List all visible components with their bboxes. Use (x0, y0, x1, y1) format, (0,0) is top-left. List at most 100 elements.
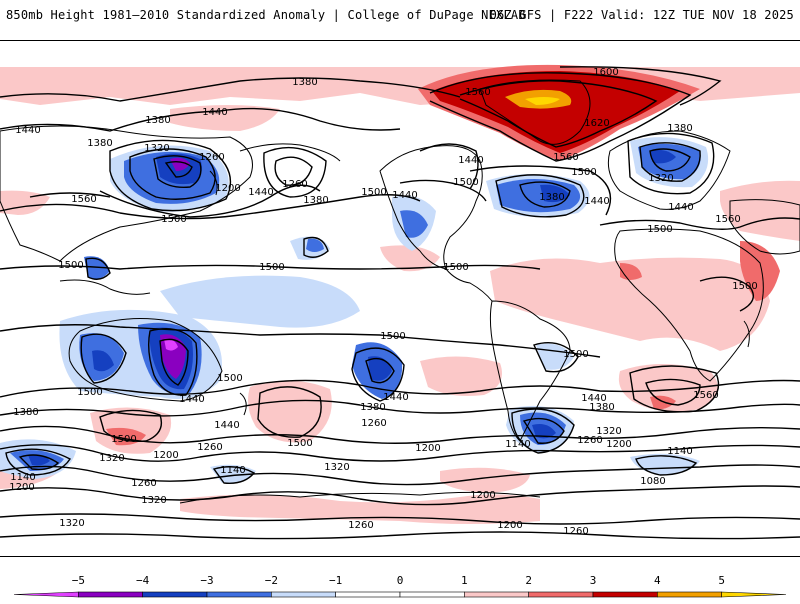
coast-alaska (239, 143, 341, 162)
anomaly-siberia (170, 105, 280, 131)
contour-label: 1260 (199, 152, 224, 163)
contour-1500-atlantic (599, 217, 800, 230)
contour-label: 1440 (458, 155, 483, 166)
contour-label: 1500 (361, 187, 386, 198)
colorbar-swatch (13, 591, 79, 598)
contour-1380-atlantic-low (495, 174, 585, 218)
colorbar-swatch (657, 591, 722, 598)
anomaly-n-america-2 (400, 210, 428, 238)
contour-1140-south (0, 485, 800, 506)
contour-1320-aleutian (263, 146, 327, 198)
contour-label: 1320 (596, 426, 621, 437)
coast-arabia (729, 199, 800, 255)
contour-label: 1500 (647, 224, 672, 235)
contour-label: 1440 (248, 187, 273, 198)
anomaly-s-ocean-2 (440, 467, 530, 493)
contour-label: 1500 (161, 214, 186, 225)
contour-1620-greenland (459, 80, 658, 148)
contour-label: 1320 (324, 462, 349, 473)
coast-madagascar (743, 320, 750, 348)
colorbar-swatch (464, 591, 529, 598)
colorbar-tick-label: 5 (718, 574, 725, 587)
contour-label: 1440 (392, 190, 417, 201)
contour-label: 1140 (220, 465, 245, 476)
contour-label: 1380 (667, 123, 692, 134)
anomaly-east-africa (740, 241, 780, 301)
contour-1500-africa (699, 276, 754, 312)
contour-1500-australia-low (80, 333, 127, 384)
colorbar-tick-label: −4 (136, 574, 150, 587)
contour-label: 1500 (77, 387, 102, 398)
contour-1500-pac (0, 194, 421, 220)
contour-label: 1440 (584, 196, 609, 207)
contour-label: 1500 (111, 434, 136, 445)
map-title: 850mb Height 1981–2010 Standardized Anom… (6, 8, 526, 22)
contour-1200-south (0, 464, 800, 486)
contour-label: 1500 (58, 260, 83, 271)
coast-europe (607, 130, 731, 210)
anomaly-australia-2 (92, 350, 114, 372)
colorbar-swatch (78, 591, 143, 598)
contour-label: 1260 (197, 442, 222, 453)
anomaly-map: 1380 1440 1380 1440 1380 1320 1260 1200 1440 1260… (0, 40, 800, 557)
contour-1380-europe-low (627, 132, 715, 195)
colorbar-tick-labels: −5 −4 −3 −2 −1 0 1 2 3 4 5 (72, 574, 725, 587)
coast-new-zealand (239, 392, 247, 416)
contour-label: 1500 (453, 177, 478, 188)
contour-label: 1500 (732, 281, 757, 292)
contour-label: 1380 (589, 402, 614, 413)
contour-label: 1320 (144, 143, 169, 154)
anomaly-greenland-ridge-5 (525, 97, 560, 105)
contour-label: 1200 (606, 439, 631, 450)
anomaly-tropics-east-core (306, 238, 324, 252)
contour-label: 1200 (153, 450, 178, 461)
contour-1560-greenland (429, 72, 692, 162)
contour-label: 1560 (553, 152, 578, 163)
contour-label: 1620 (584, 118, 609, 129)
coast-central-america (445, 268, 493, 302)
contour-label: 1260 (563, 526, 588, 537)
positive-anomaly-shading (0, 64, 800, 524)
colorbar-tick-label: 0 (397, 574, 404, 587)
contour-label: 1500 (259, 262, 284, 273)
contour-label: 1380 (13, 407, 38, 418)
contour-label: 1200 (215, 183, 240, 194)
contour-1440-south (0, 379, 800, 398)
contour-label: 1440 (202, 107, 227, 118)
contour-label: 1500 (443, 262, 468, 273)
contour-label: 1560 (71, 194, 96, 205)
contour-label: 1080 (640, 476, 665, 487)
contour-1200-drake (511, 408, 575, 454)
anomaly-drake-3 (532, 424, 556, 439)
contour-1380-australia-low (159, 338, 189, 386)
contour-1500-s-tropics (0, 324, 601, 358)
colorbar-tick-label: 2 (525, 574, 532, 587)
contour-label: 1500 (217, 373, 242, 384)
colorbar-swatch (528, 591, 594, 598)
contour-1500-s-pac-high (257, 386, 322, 438)
colorbar-tick-label: 4 (654, 574, 661, 587)
contour-label: 1380 (539, 192, 564, 203)
contour-label: 1440 (383, 392, 408, 403)
contour-1500-greenland-ridge (559, 66, 722, 106)
colorbar-tick-label: −2 (265, 574, 278, 587)
contour-label: 1140 (667, 446, 692, 457)
contour-label: 1500 (287, 438, 312, 449)
contour-labels: 1380 1440 1380 1440 1380 1320 1260 1200 1440 1260… (9, 67, 757, 537)
colorbar-swatch (206, 591, 272, 598)
anomaly-s-pacific-2 (420, 356, 502, 396)
anomaly-europe-2 (650, 149, 676, 164)
contour-1260-europe-low (649, 148, 691, 172)
coast-japan (209, 170, 218, 196)
height-contours (0, 66, 800, 540)
anomaly-s-pacific-1 (248, 380, 332, 443)
anomaly-south-atlantic-core (650, 395, 676, 410)
coast-greenland (479, 79, 591, 145)
contour-1140-sw (5, 448, 71, 476)
colorbar-swatch (335, 591, 401, 598)
contour-label: 1200 (415, 443, 440, 454)
anomaly-tropics-pacific (160, 275, 360, 328)
colorbar-tick-label: −3 (200, 574, 213, 587)
contour-label: 1380 (87, 138, 112, 149)
anomaly-n-atlantic-2 (540, 184, 570, 203)
